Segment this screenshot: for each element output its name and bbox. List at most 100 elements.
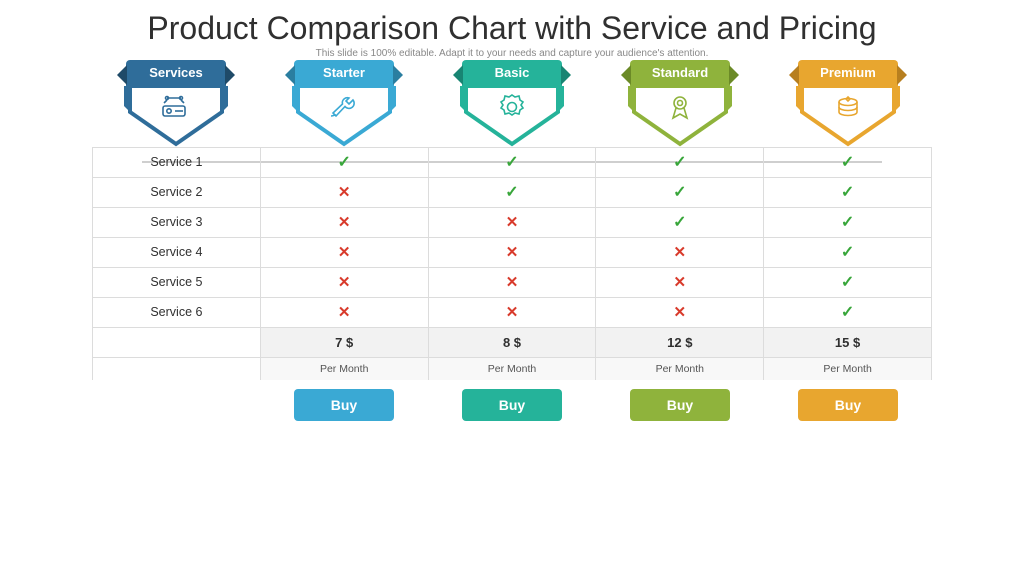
feature-cell: ✕	[261, 178, 429, 207]
feature-cell: ✕	[596, 298, 764, 327]
empty-cell	[92, 390, 260, 420]
chevron-basic	[460, 86, 564, 148]
feature-cell: ✕	[429, 298, 597, 327]
period-cell-premium: Per Month	[764, 358, 932, 380]
check-icon: ✓	[337, 152, 350, 172]
feature-cell: ✓	[764, 298, 932, 327]
chevron-starter	[292, 86, 396, 148]
cross-icon: ✕	[338, 303, 351, 321]
check-icon: ✓	[841, 302, 854, 322]
feature-cell: ✓	[764, 268, 932, 297]
price-cell-starter: 7 $	[261, 328, 429, 357]
ribbon-label: Premium	[820, 65, 876, 80]
price-cell-standard: 12 $	[596, 328, 764, 357]
check-icon: ✓	[841, 272, 854, 292]
feature-cell: ✕	[596, 238, 764, 267]
table-row: Service 1 ✓ ✓ ✓ ✓	[92, 148, 932, 178]
tools-icon	[124, 92, 228, 122]
feature-cell: ✓	[764, 238, 932, 267]
ribbon-label: Starter	[323, 65, 365, 80]
column-headers: Services Starter Basic Standard	[92, 60, 932, 148]
feature-cell: ✓	[596, 178, 764, 207]
empty-cell	[92, 328, 261, 357]
column-header-standard: Standard	[596, 60, 764, 148]
service-name-cell: Service 3	[92, 208, 261, 237]
period-cell-starter: Per Month	[261, 358, 429, 380]
check-icon: ✓	[505, 182, 518, 202]
coins-icon	[796, 92, 900, 122]
badge-icon	[460, 92, 564, 122]
cross-icon: ✕	[338, 273, 351, 291]
cross-icon: ✕	[338, 213, 351, 231]
period-row: Per MonthPer MonthPer MonthPer Month	[92, 358, 932, 380]
ribbon-services: Services	[126, 60, 226, 86]
page-title: Product Comparison Chart with Service an…	[0, 12, 1024, 46]
feature-cell: ✕	[429, 238, 597, 267]
cross-icon: ✕	[338, 243, 351, 261]
column-header-services: Services	[92, 60, 260, 148]
cross-icon: ✕	[506, 243, 519, 261]
empty-cell	[92, 358, 261, 380]
ribbon-label: Standard	[652, 65, 708, 80]
cross-icon: ✕	[338, 183, 351, 201]
cross-icon: ✕	[506, 273, 519, 291]
check-icon: ✓	[673, 212, 686, 232]
ribbon-label: Services	[149, 65, 203, 80]
check-icon: ✓	[505, 152, 518, 172]
buy-cell-standard: Buy	[596, 390, 764, 420]
check-icon: ✓	[841, 242, 854, 262]
buy-button-basic[interactable]: Buy	[462, 389, 562, 421]
cross-icon: ✕	[674, 273, 687, 291]
feature-cell: ✓	[261, 148, 429, 177]
buy-button-starter[interactable]: Buy	[294, 389, 394, 421]
buy-cell-premium: Buy	[764, 390, 932, 420]
cross-icon: ✕	[506, 303, 519, 321]
table-row: Service 5✕✕✕✓	[92, 268, 932, 298]
feature-cell: ✕	[261, 298, 429, 327]
comparison-grid: Services Starter Basic Standard	[92, 147, 932, 420]
chevron-services	[124, 86, 228, 148]
feature-cell: ✓	[764, 148, 932, 177]
check-icon: ✓	[673, 152, 686, 172]
check-icon: ✓	[841, 212, 854, 232]
service-name-cell: Service 6	[92, 298, 261, 327]
feature-cell: ✕	[261, 268, 429, 297]
price-cell-basic: 8 $	[429, 328, 597, 357]
feature-cell: ✕	[261, 208, 429, 237]
buy-cell-basic: Buy	[428, 390, 596, 420]
service-name-cell: Service 1	[92, 148, 261, 177]
buy-button-premium[interactable]: Buy	[798, 389, 898, 421]
service-name-cell: Service 2	[92, 178, 261, 207]
cross-icon: ✕	[506, 213, 519, 231]
ribbon-standard: Standard	[630, 60, 730, 86]
feature-cell: ✓	[764, 208, 932, 237]
ribbon-starter: Starter	[294, 60, 394, 86]
period-cell-standard: Per Month	[596, 358, 764, 380]
table-row: Service 4 ✕ ✕ ✕ ✓	[92, 238, 932, 268]
cross-icon: ✕	[674, 303, 687, 321]
period-cell-basic: Per Month	[429, 358, 597, 380]
feature-cell: ✕	[596, 268, 764, 297]
ribbon-icon	[628, 92, 732, 122]
ribbon-basic: Basic	[462, 60, 562, 86]
ribbon-label: Basic	[495, 65, 530, 80]
buy-button-standard[interactable]: Buy	[630, 389, 730, 421]
table-row: Service 3 ✕ ✕ ✓ ✓	[92, 208, 932, 238]
feature-cell: ✕	[261, 238, 429, 267]
table-row: Service 2 ✕ ✓ ✓ ✓	[92, 178, 932, 208]
comparison-chart: Services Starter Basic Standard	[92, 147, 932, 420]
check-icon: ✓	[673, 182, 686, 202]
column-header-premium: Premium	[764, 60, 932, 148]
feature-cell: ✓	[596, 208, 764, 237]
feature-cell: ✓	[429, 148, 597, 177]
column-header-starter: Starter	[260, 60, 428, 148]
table-row: Service 6 ✕ ✕ ✕ ✓	[92, 298, 932, 328]
feature-cell: ✕	[429, 268, 597, 297]
check-icon: ✓	[841, 152, 854, 172]
feature-cell: ✓	[429, 178, 597, 207]
service-name-cell: Service 4	[92, 238, 261, 267]
column-header-basic: Basic	[428, 60, 596, 148]
wrench-icon	[292, 92, 396, 122]
feature-cell: ✓	[764, 178, 932, 207]
check-icon: ✓	[841, 182, 854, 202]
